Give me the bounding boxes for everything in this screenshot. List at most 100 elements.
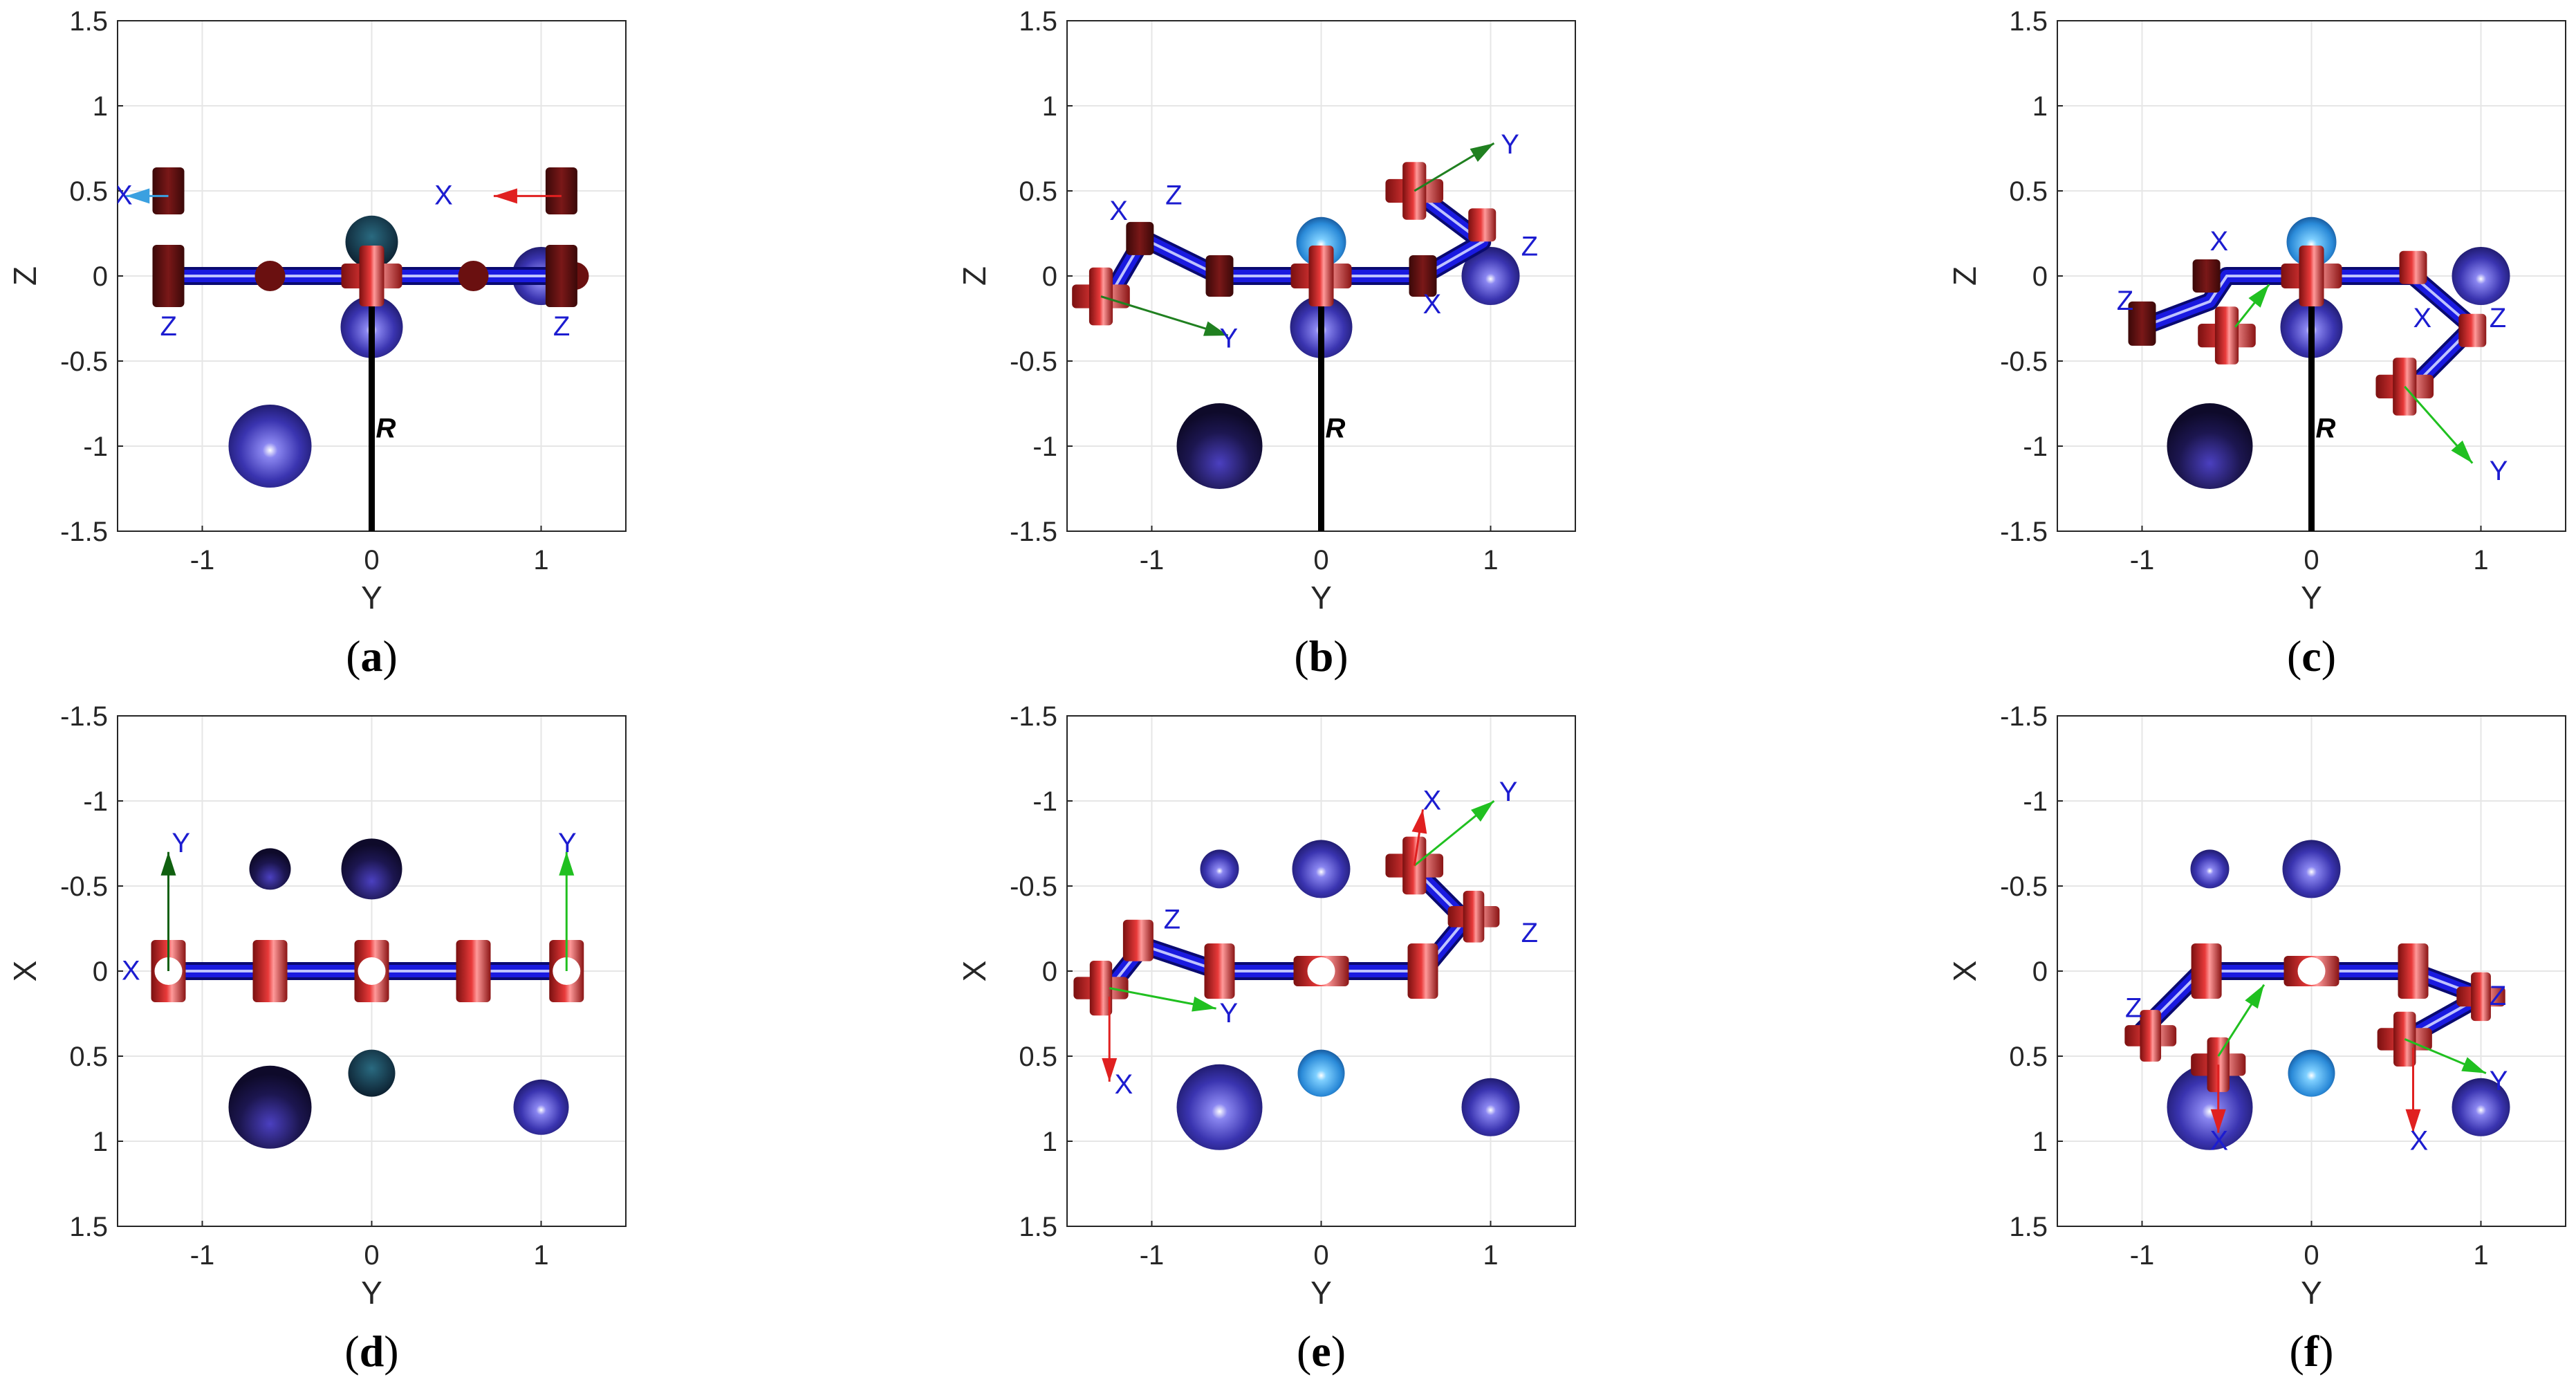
joint-cylinder — [1468, 208, 1497, 242]
y-tick-label: 0 — [2032, 957, 2048, 987]
obstacle-sphere — [348, 1049, 396, 1097]
y-tick-label: 1.5 — [69, 1212, 108, 1242]
x-axis-title: Y — [1310, 580, 1332, 616]
joint-cross-vertical — [1089, 961, 1113, 1016]
x-tick-label: 0 — [364, 1240, 379, 1271]
obstacle-sphere — [513, 1079, 569, 1135]
y-axis-title: X — [956, 961, 992, 982]
joint-cylinder — [545, 245, 577, 307]
frame-axis-label: X — [2210, 1125, 2229, 1156]
plot-axes-d: -1 0 1 -1.5 -1 -0.5 0 0.5 1 1.5 Y X Y Y X — [7, 701, 627, 1311]
y-tick-label: -1 — [2023, 432, 2048, 462]
y-tick-label: -0.5 — [2000, 347, 2048, 377]
y-tick-label: -1.5 — [1010, 517, 1057, 547]
frame-axis-arrowhead — [1102, 1058, 1118, 1082]
frame-axis-label: Y — [1499, 777, 1518, 807]
y-tick-label: 1.5 — [69, 6, 108, 37]
obstacle-sphere — [1292, 840, 1351, 898]
panel-label: (e) — [1297, 1327, 1346, 1376]
robot-scene-a: R X X Z Z — [118, 167, 589, 531]
x-tick-label: -1 — [190, 545, 215, 575]
joint-cylinder — [1126, 221, 1154, 255]
x-tick-label: 0 — [2304, 1240, 2319, 1271]
y-tick-label: 1.5 — [1019, 1212, 1057, 1242]
x-tick-label: 1 — [533, 545, 548, 575]
x-tick-label: 1 — [2473, 545, 2488, 575]
y-tick-label: -0.5 — [1010, 347, 1057, 377]
frame-axis-label: Z — [1521, 231, 1538, 261]
obstacle-sphere — [345, 215, 398, 268]
frame-axis-label: X — [2413, 303, 2432, 333]
y-tick-label: -1.5 — [2000, 517, 2048, 547]
frame-axis-label: Z — [2490, 303, 2506, 333]
frame-axis-label: Z — [1521, 918, 1538, 948]
panel-label: (a) — [346, 631, 398, 681]
joint-cylinder — [1409, 255, 1437, 297]
joint-ball — [458, 261, 489, 291]
obstacle-sphere — [2452, 1078, 2510, 1136]
y-tick-label: -0.5 — [2000, 871, 2048, 902]
frame-axis-arrowhead — [493, 188, 517, 204]
frame-axis-label: X — [1423, 289, 1442, 320]
x-tick-label: 1 — [533, 1240, 548, 1271]
y-tick-label: 1.5 — [2009, 6, 2048, 37]
y-axis-title: Z — [956, 266, 992, 286]
frame-axis-arrowhead — [1471, 801, 1494, 822]
plot-axes-f: -1 0 1 -1.5 -1 -0.5 0 0.5 1 1.5 Y X Z X Z Y X — [1947, 701, 2566, 1311]
y-tick-label: 1 — [1042, 1127, 1057, 1157]
joint-cylinder — [2191, 943, 2222, 999]
joint-cross-vertical — [1308, 246, 1334, 306]
joint-cylinder — [2458, 313, 2487, 347]
frame-axis-label: Y — [172, 828, 190, 858]
y-tick-label: -0.5 — [60, 347, 108, 377]
y-tick-label: -1 — [83, 786, 108, 817]
obstacle-sphere — [2190, 849, 2230, 889]
joint-cylinder — [152, 167, 185, 214]
frame-axis-arrowhead — [2461, 1057, 2486, 1073]
x-tick-label: -1 — [2130, 545, 2155, 575]
frame-axis-label: Z — [553, 311, 570, 342]
x-tick-label: 1 — [1483, 1240, 1498, 1271]
y-tick-label: 0.5 — [1019, 176, 1057, 207]
y-tick-label: 1 — [1042, 91, 1057, 122]
x-tick-label: -1 — [1140, 545, 1165, 575]
y-tick-label: 0.5 — [1019, 1042, 1057, 1072]
y-axis-title: Z — [1947, 266, 1983, 286]
frame-axis-label: Y — [2490, 456, 2508, 486]
panel-label: (f) — [2290, 1327, 2334, 1376]
x-axis-title: Y — [1310, 1275, 1332, 1311]
panel-label: (c) — [2287, 631, 2336, 681]
plot-axes-c: -1 0 1 1.5 1 0.5 0 -0.5 -1 -1.5 Y Z R X Z X Z Y — [1947, 6, 2566, 616]
y-tick-label: 1.5 — [1019, 6, 1057, 37]
frame-axis-arrowhead — [160, 851, 176, 876]
joint-cylinder — [252, 940, 288, 1002]
obstacle-sphere — [249, 848, 291, 890]
frame-axis-arrowhead — [1203, 321, 1228, 336]
frame-axis-label: X — [1109, 196, 1128, 226]
obstacle-sphere — [2288, 1049, 2335, 1097]
y-tick-label: 0.5 — [2009, 176, 2048, 207]
obstacle-sphere — [2282, 840, 2341, 898]
x-axis-title: Y — [2301, 1275, 2322, 1311]
panel-label: (d) — [344, 1327, 398, 1376]
y-tick-label: -1.5 — [2000, 701, 2048, 732]
y-tick-label: -1 — [1032, 432, 1057, 462]
frame-axis-arrowhead — [1192, 996, 1216, 1012]
obstacle-sphere — [1461, 1078, 1520, 1136]
joint-cylinder — [1205, 255, 1234, 297]
frame-axis-label: Y — [558, 828, 577, 858]
y-tick-label: 0 — [1042, 261, 1057, 292]
frame-axis-label: Y — [2490, 1066, 2508, 1096]
y-axis-title: X — [1947, 961, 1983, 982]
joint-cross-vertical — [2393, 358, 2417, 416]
frame-axis-label: X — [2410, 1125, 2429, 1156]
obstacle-sphere-large — [228, 1065, 312, 1149]
base-label: R — [1326, 414, 1346, 444]
y-tick-label: 0 — [93, 261, 108, 292]
frame-axis-arrowhead — [1470, 143, 1494, 163]
robot-scene-c: R X Z X Z Y — [2117, 216, 2510, 531]
obstacle-sphere — [341, 838, 402, 900]
x-tick-label: 1 — [2473, 1240, 2488, 1271]
frame-axis-label: Y — [1220, 323, 1239, 353]
frame-axis-arrowhead — [2451, 440, 2473, 463]
